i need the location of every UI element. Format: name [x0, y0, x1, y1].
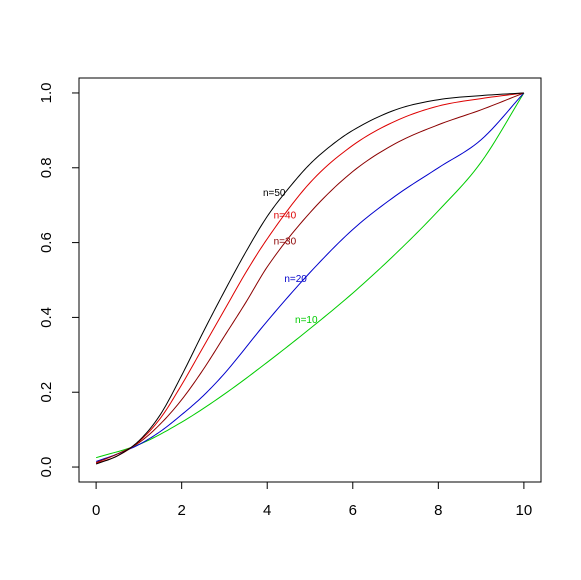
y-tick-label: 0.2 [38, 382, 55, 403]
series-labels: n=10 n=20 n=30 n=40 n=50 [263, 188, 318, 326]
series-lines [95, 92, 525, 465]
series-label-n-20: n=20 [284, 274, 307, 285]
x-tick-label: 0 [92, 502, 100, 519]
y-tick-label: 1.0 [38, 83, 55, 104]
series-line-n-30 [95, 92, 525, 464]
x-axis: 0 2 4 6 8 10 [92, 481, 533, 519]
series-label-n-40: n=40 [274, 210, 297, 221]
y-tick-label: 0.6 [38, 232, 55, 253]
x-tick-label: 2 [177, 502, 185, 519]
x-tick-label: 6 [349, 502, 357, 519]
plot-frame [78, 77, 542, 483]
y-axis: 0.0 0.2 0.4 0.6 0.8 1.0 [38, 83, 80, 478]
series-label-n-30: n=30 [274, 236, 297, 247]
x-tick-label: 8 [434, 502, 442, 519]
y-tick-label: 0.8 [38, 157, 55, 178]
y-tick-label: 0.0 [38, 457, 55, 478]
series-line-n-10 [95, 92, 525, 459]
series-line-n-50 [95, 92, 524, 465]
series-line-n-20 [95, 92, 525, 462]
x-tick-label: 4 [263, 502, 271, 519]
series-line-n-40 [95, 92, 524, 464]
x-tick-label: 10 [516, 502, 533, 519]
series-label-n-10: n=10 [295, 315, 318, 326]
series-label-n-50: n=50 [263, 188, 286, 199]
y-tick-label: 0.4 [38, 307, 55, 328]
